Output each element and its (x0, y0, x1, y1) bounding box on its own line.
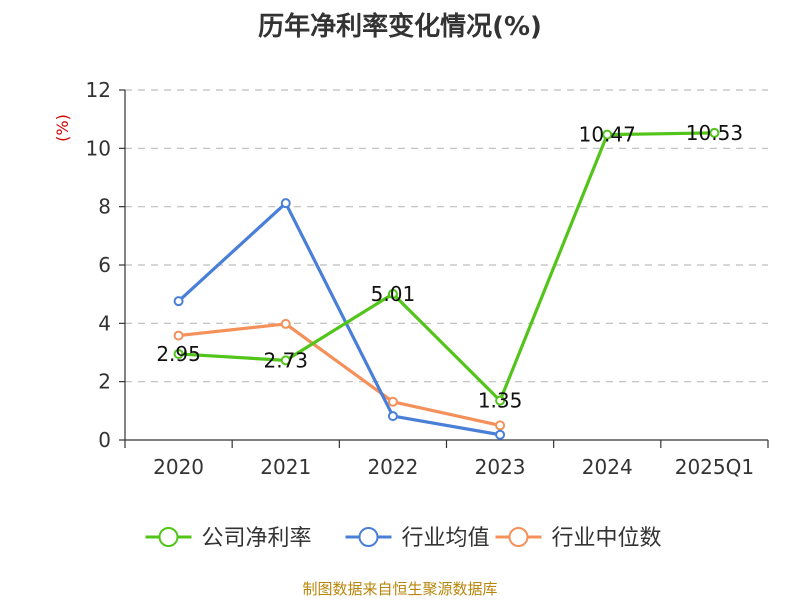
legend-item[interactable]: 公司净利率 (145, 526, 312, 551)
legend-label: 公司净利率 (202, 526, 312, 551)
data-point (280, 355, 291, 366)
data-label: 2.73 (263, 348, 308, 372)
data-label: 10.47 (579, 123, 636, 147)
data-label: 5.01 (371, 282, 416, 306)
legend-swatch-marker (358, 527, 379, 547)
data-point (173, 348, 184, 359)
series-line (177, 201, 501, 437)
x-tick-label: 2025Q1 (675, 455, 754, 479)
y-tick-label: 0 (98, 428, 111, 452)
gridlines (125, 89, 768, 383)
data-point (495, 395, 506, 406)
legend-item[interactable]: 行业中位数 (495, 526, 662, 551)
data-point (709, 127, 720, 138)
legend-label: 行业中位数 (552, 526, 662, 551)
y-tick-label: 2 (98, 370, 111, 394)
x-tick-label: 2024 (582, 455, 633, 479)
legend-swatch-marker (508, 527, 529, 547)
data-label: 2.95 (156, 342, 201, 366)
source-note: 制图数据来自恒生聚源数据库 (302, 580, 498, 598)
x-tick-label: 2020 (153, 455, 204, 479)
legend-item[interactable]: 行业均值 (345, 526, 490, 551)
legend-swatch-marker (158, 527, 179, 547)
y-tick-label: 10 (86, 136, 111, 160)
x-tick-label: 2021 (260, 455, 311, 479)
data-point (495, 429, 506, 440)
data-point (173, 330, 184, 341)
legend: 公司净利率 行业均值 行业中位数 (145, 526, 662, 551)
y-tick-label: 8 (98, 195, 111, 219)
x-tick-label: 2023 (475, 455, 526, 479)
data-point (387, 288, 398, 299)
series-line (178, 322, 501, 427)
data-point (387, 396, 398, 407)
legend-label: 行业均值 (402, 526, 490, 551)
y-tick-label: 6 (98, 253, 111, 277)
data-point (280, 318, 291, 329)
x-tick-label: 2022 (367, 455, 418, 479)
data-point (602, 129, 613, 140)
chart-title: 历年净利率变化情况(%) (258, 12, 542, 42)
data-point (495, 420, 506, 431)
series-line (178, 131, 715, 403)
y-tick-label: 12 (86, 78, 111, 102)
axes: 0 2 4 6 8 10 12 (%) 2020 2021 2022 2023 2024 2025Q1 (53, 78, 769, 479)
data-point (280, 198, 291, 209)
data-label: 1.35 (478, 389, 523, 413)
y-axis-label: (%) (53, 114, 72, 142)
y-tick-label: 4 (98, 311, 111, 335)
series-lines (173, 127, 720, 440)
data-point (173, 296, 184, 307)
data-label: 10.53 (686, 121, 743, 145)
data-point (387, 411, 398, 422)
data-labels: 2.95 2.73 5.01 1.35 10.47 10.53 (156, 121, 743, 413)
